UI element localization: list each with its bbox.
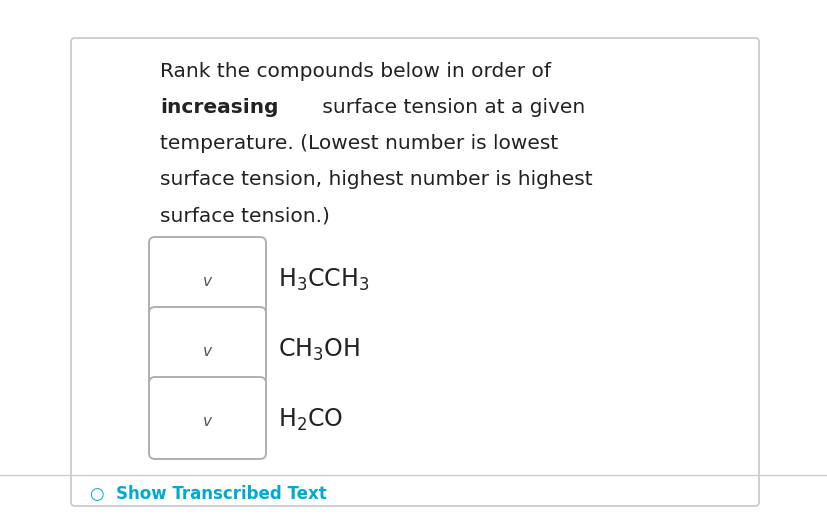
- Text: surface tension, highest number is highest: surface tension, highest number is highe…: [160, 170, 592, 189]
- Text: surface tension.): surface tension.): [160, 206, 329, 225]
- FancyBboxPatch shape: [149, 377, 265, 459]
- Text: surface tension at a given: surface tension at a given: [316, 98, 585, 117]
- Text: ○  Show Transcribed Text: ○ Show Transcribed Text: [90, 485, 327, 503]
- Text: temperature. (Lowest number is lowest: temperature. (Lowest number is lowest: [160, 134, 557, 153]
- Text: increasing: increasing: [160, 98, 278, 117]
- Text: Rank the compounds below in order of: Rank the compounds below in order of: [160, 62, 550, 81]
- FancyBboxPatch shape: [149, 237, 265, 319]
- Text: CH$_3$OH: CH$_3$OH: [278, 337, 360, 363]
- Text: H$_3$CCH$_3$: H$_3$CCH$_3$: [278, 267, 369, 293]
- Text: v: v: [203, 344, 212, 359]
- FancyBboxPatch shape: [71, 38, 758, 506]
- Text: v: v: [203, 275, 212, 289]
- Text: H$_2$CO: H$_2$CO: [278, 407, 342, 433]
- Text: v: v: [203, 414, 212, 429]
- FancyBboxPatch shape: [149, 307, 265, 389]
